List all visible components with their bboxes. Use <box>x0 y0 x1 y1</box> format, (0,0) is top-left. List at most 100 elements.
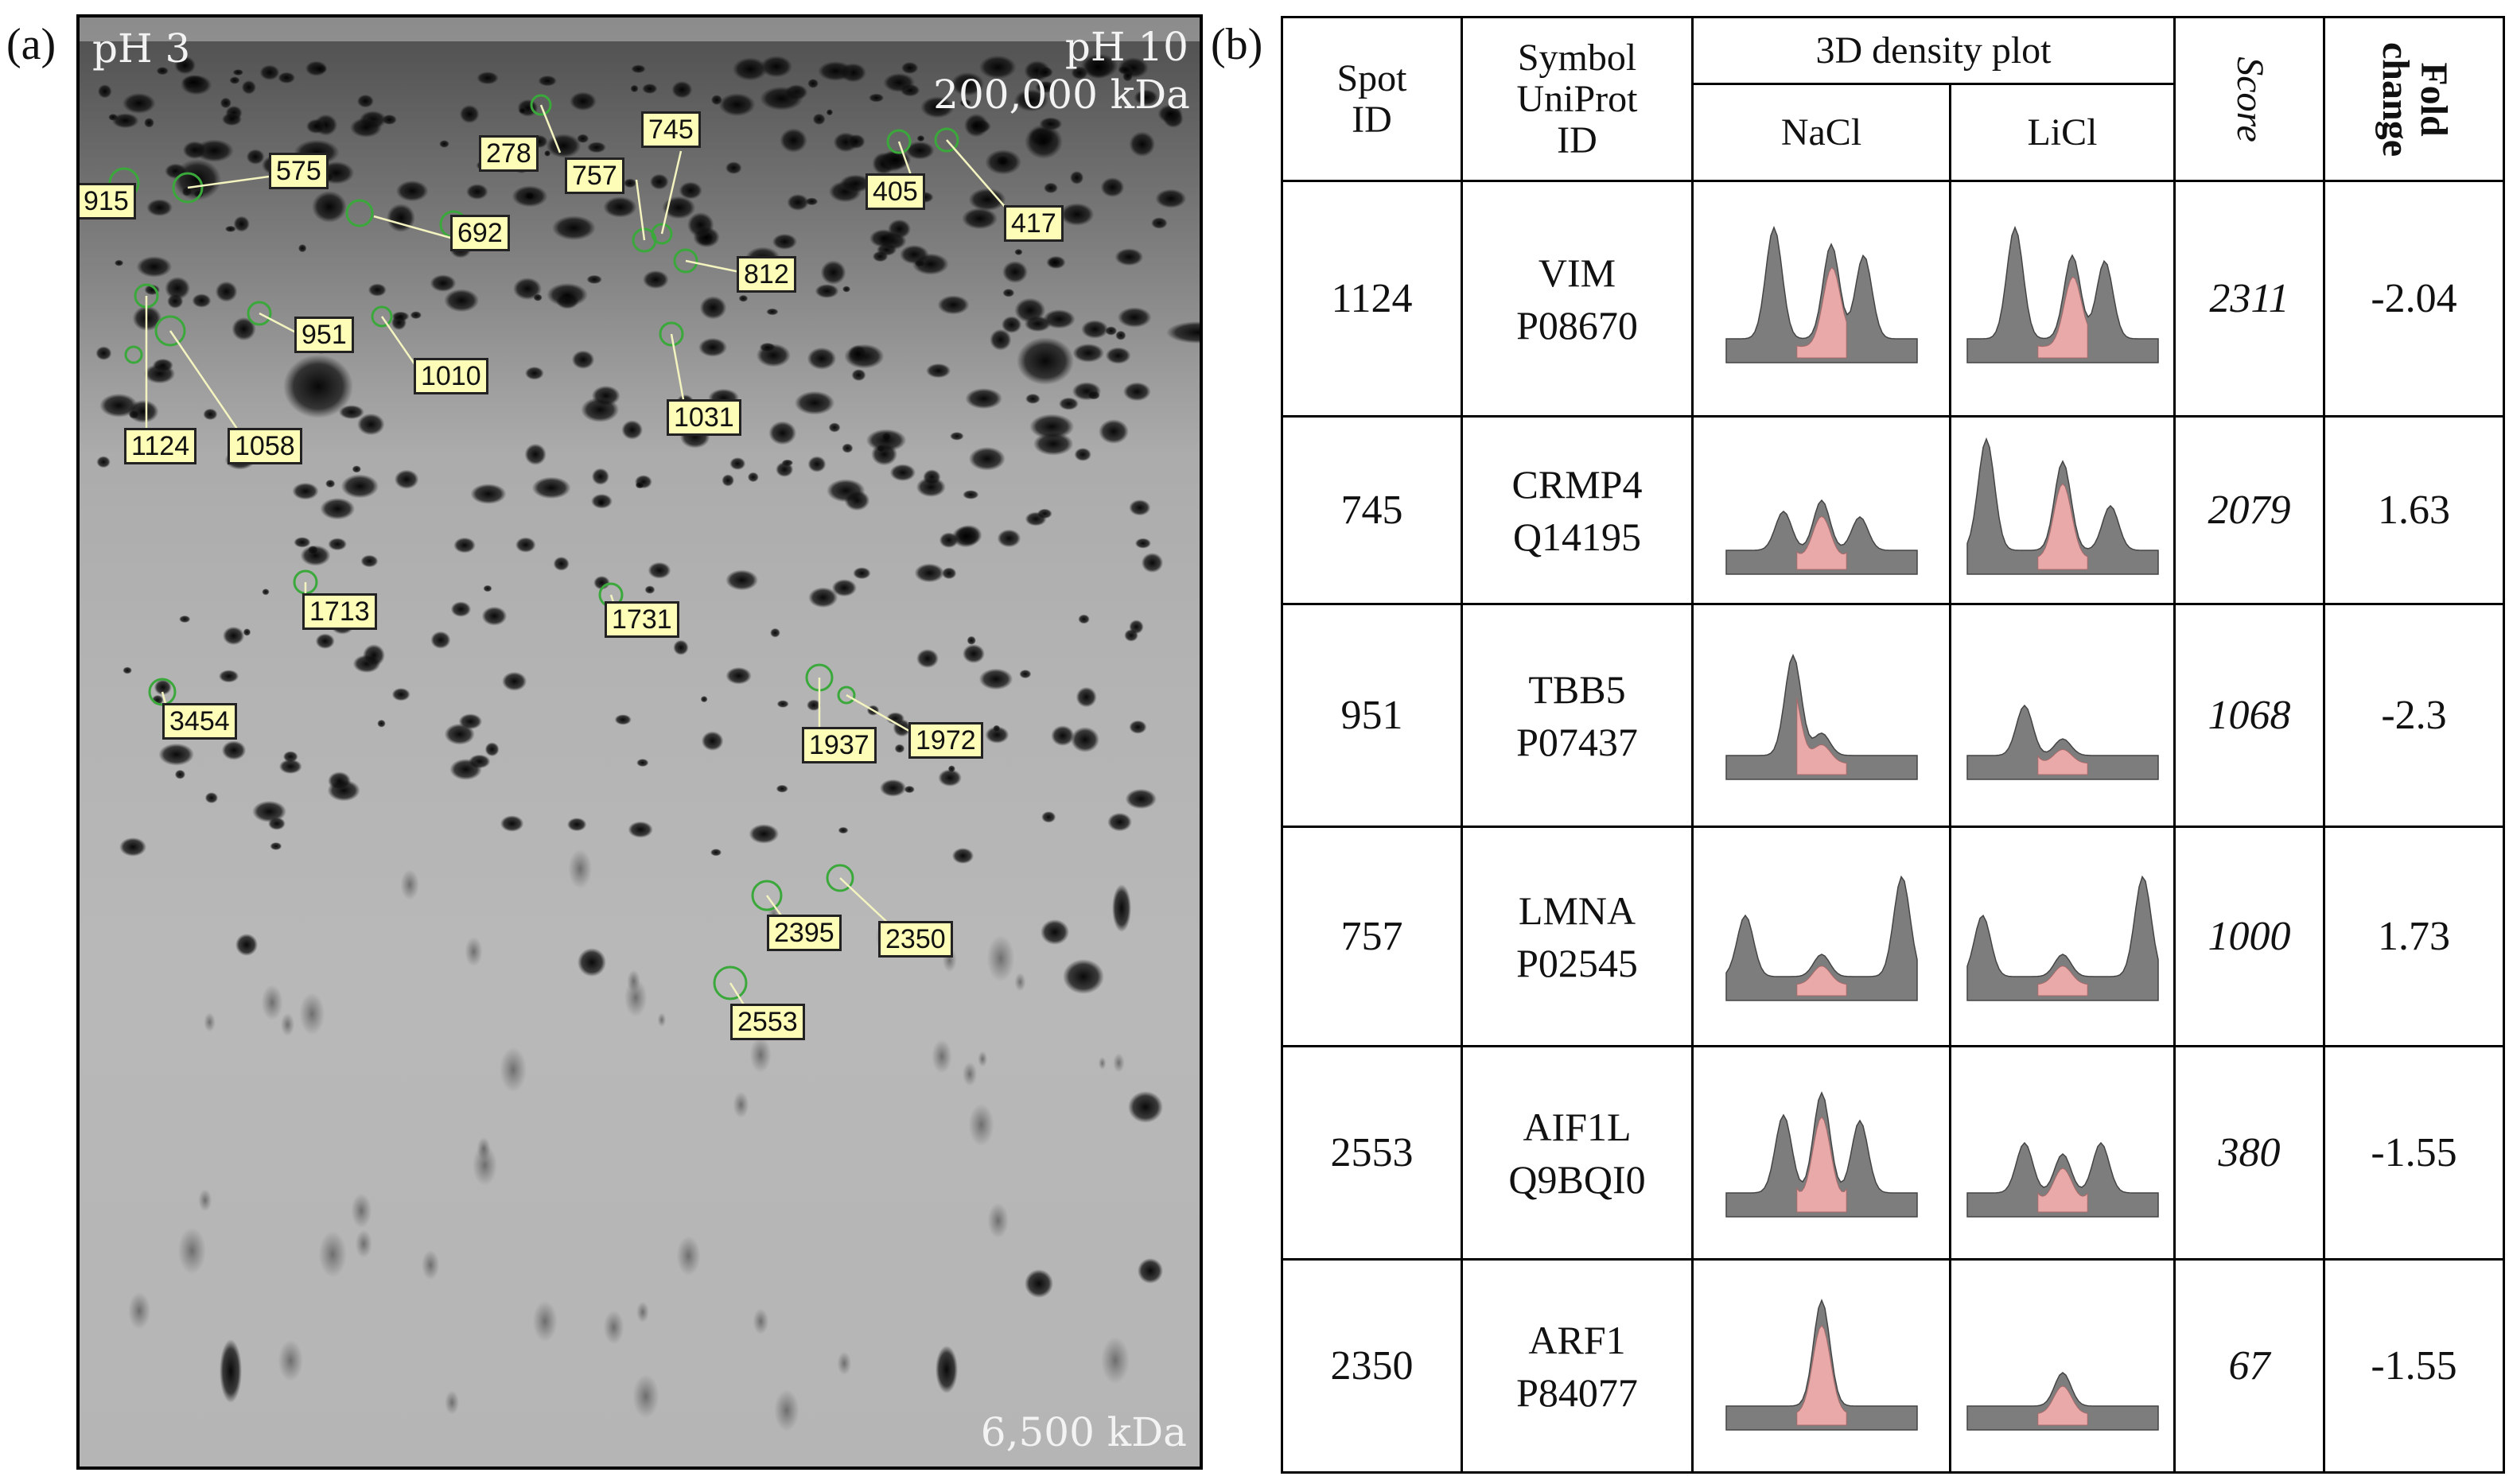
gel-spot <box>325 479 336 488</box>
surface-highlight <box>2036 748 2088 775</box>
gel-spot <box>926 363 951 379</box>
spot-label: 575 <box>269 153 329 189</box>
nacl-density-plot <box>1691 826 1951 1047</box>
gel-spot <box>270 841 282 851</box>
gel-spot <box>962 1062 978 1086</box>
gel-spot <box>787 193 809 211</box>
leader-line <box>539 104 562 153</box>
spot-label: 1010 <box>414 358 488 394</box>
gel-spot <box>519 107 527 115</box>
symbol-cell: TBB5 P07437 <box>1461 603 1694 828</box>
gel-spot <box>662 196 696 219</box>
gel-spot <box>1118 65 1134 75</box>
gel-spot <box>531 476 571 499</box>
density-surface <box>1966 875 2159 1001</box>
gel-spot <box>568 849 593 889</box>
gel-spot <box>430 274 457 292</box>
panel-b-letter: (b) <box>1211 20 1263 69</box>
gel-spot <box>357 413 385 436</box>
gel-spot <box>387 204 415 232</box>
gel-spot <box>1042 309 1076 329</box>
gel-spot <box>229 76 240 84</box>
gel-spot <box>156 67 169 76</box>
gel-spot <box>1014 973 1026 992</box>
symbol-cell: AIF1L Q9BQI0 <box>1461 1045 1694 1261</box>
gel-spot <box>985 726 1009 744</box>
gel-spot <box>278 1339 303 1381</box>
spot-label: 2553 <box>730 1004 805 1040</box>
gel-spot <box>1071 727 1099 752</box>
gel-spot <box>676 1235 701 1276</box>
gel-spot <box>753 1308 769 1334</box>
leader-line <box>670 333 686 405</box>
gel-spot <box>278 759 302 775</box>
surface-highlight <box>2036 276 2088 358</box>
gel-spot <box>698 337 728 357</box>
gel-spot <box>635 481 644 489</box>
spot-id-cell: 745 <box>1281 415 1463 605</box>
gel-spot <box>749 1037 772 1073</box>
gel-spot <box>621 420 644 440</box>
spot-label: 278 <box>479 135 539 172</box>
gel-spot <box>391 311 410 322</box>
spot-label: 692 <box>450 215 510 251</box>
gel-spot <box>729 457 746 470</box>
gel-spot <box>283 355 353 418</box>
gel-spot <box>732 57 768 81</box>
gel-spot <box>1141 553 1164 573</box>
gel-spot <box>636 758 649 767</box>
gel-spot <box>1083 55 1113 80</box>
spot-id-cell: 2350 <box>1281 1258 1463 1474</box>
leader-line <box>259 312 297 334</box>
gel-spot <box>1129 131 1156 157</box>
gel-spot <box>701 731 724 752</box>
gel-spot <box>512 185 548 208</box>
gel-spot <box>241 80 256 95</box>
leader-line <box>187 175 270 189</box>
gel-spot <box>673 639 689 655</box>
gel-spot <box>1101 1337 1130 1385</box>
spot-label: 1031 <box>667 399 741 436</box>
gel-spot <box>578 948 606 977</box>
density-surface <box>1725 499 1918 575</box>
gel-spot <box>192 293 212 308</box>
gel-spot <box>1025 1269 1053 1298</box>
score-cell: 67 <box>2173 1258 2325 1474</box>
gel-spot <box>1134 538 1151 549</box>
gel-spot <box>352 465 361 473</box>
gel-spot <box>963 644 985 663</box>
header-score: Score <box>2173 16 2325 182</box>
gel-spot <box>566 818 587 832</box>
surface-gray <box>1966 225 2159 363</box>
header-nacl: NaCl <box>1691 83 1951 182</box>
table-row: 757 LMNA P02545 1000 1.73 <box>1281 826 2505 1047</box>
gel-spot <box>515 537 536 553</box>
gel-spot <box>586 142 606 153</box>
gel-spot <box>1058 397 1079 410</box>
spot-id-cell: 1124 <box>1281 180 1463 418</box>
nacl-density-plot <box>1691 603 1951 828</box>
gel-spot <box>114 259 124 266</box>
gel-spot <box>500 815 524 832</box>
gel-spot <box>1115 330 1126 340</box>
spot-label: 812 <box>737 256 796 293</box>
gel-spot <box>603 196 637 218</box>
gel-spot <box>1128 1091 1163 1123</box>
gel-spot <box>143 117 154 128</box>
gel-spot <box>846 134 866 150</box>
gel-spot <box>315 633 335 650</box>
gel-spot <box>632 1374 659 1419</box>
gel-spot <box>146 199 173 216</box>
gel-spot <box>963 113 989 138</box>
ph-low-label: pH 3 <box>92 25 191 72</box>
spot-outline <box>651 223 673 245</box>
gel-spot <box>243 628 251 636</box>
fold-change-cell: 1.73 <box>2323 826 2505 1047</box>
gel-spot <box>901 61 919 74</box>
gel-spot <box>338 405 364 420</box>
spot-outline <box>154 315 186 347</box>
spot-outline <box>934 127 959 153</box>
surface-highlight <box>1795 697 1847 775</box>
gel-spot <box>725 666 752 685</box>
gel-spot <box>546 134 582 158</box>
